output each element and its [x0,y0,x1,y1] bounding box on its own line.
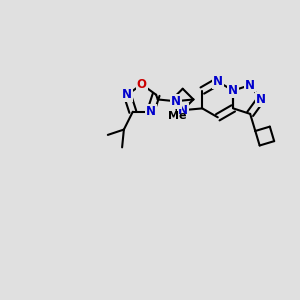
Text: N: N [146,105,156,118]
Text: N: N [245,79,255,92]
Text: N: N [178,104,188,117]
Text: N: N [213,75,223,88]
Text: O: O [137,78,147,91]
Text: N: N [228,84,238,97]
Text: N: N [122,88,132,101]
Text: N: N [256,93,266,106]
Text: N: N [171,95,181,108]
Text: Me: Me [168,111,187,122]
